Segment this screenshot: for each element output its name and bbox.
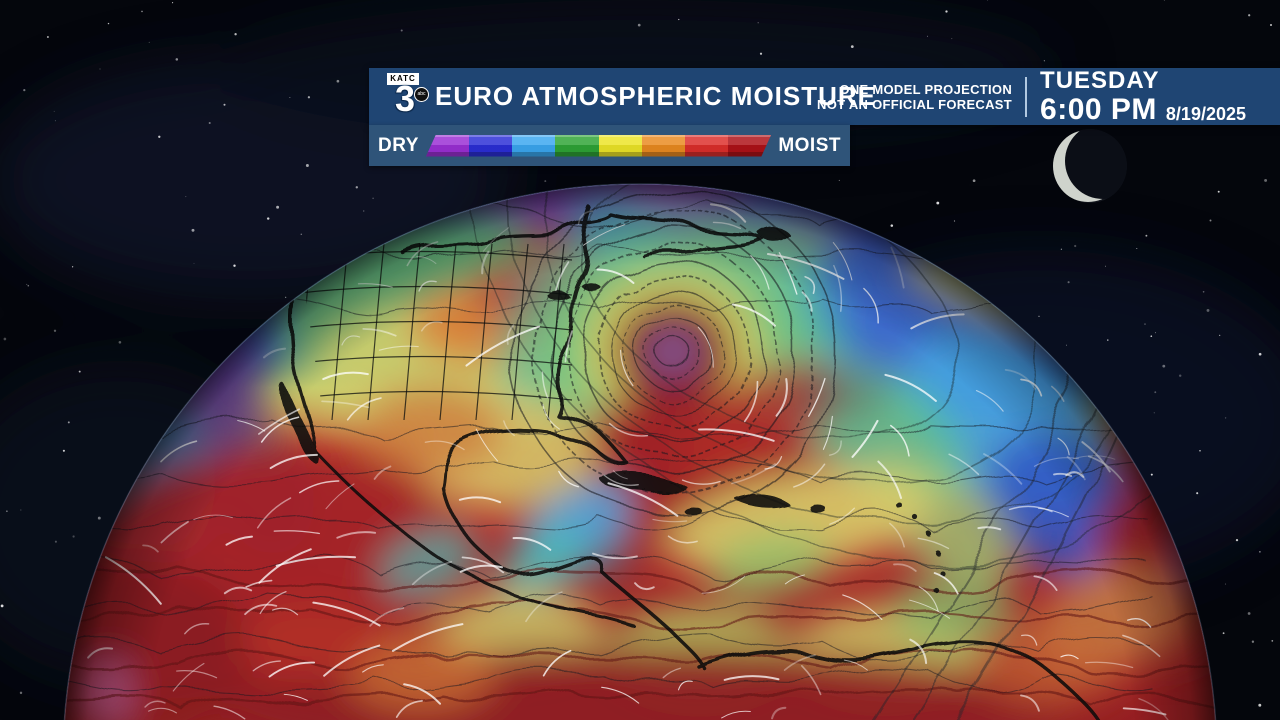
katc3-logo: KATC 3 abc bbox=[384, 73, 429, 120]
moisture-legend: DRY MOIST bbox=[369, 125, 850, 166]
header-bar: KATC 3 abc EURO ATMOSPHERIC MOISTURE ONE… bbox=[369, 68, 1280, 125]
globe-rim bbox=[63, 183, 1217, 720]
abc-network-badge: abc bbox=[414, 87, 429, 102]
model-disclaimer: ONE MODEL PROJECTION NOT AN OFFICIAL FOR… bbox=[817, 82, 1012, 112]
forecast-day: TUESDAY bbox=[1040, 66, 1160, 94]
disclaimer-line-2: NOT AN OFFICIAL FORECAST bbox=[817, 96, 1013, 112]
valid-time-block: TUESDAY 6:00 PM 8/19/2025 bbox=[1040, 66, 1246, 126]
legend-color-scale bbox=[426, 135, 771, 157]
legend-dry-label: DRY bbox=[378, 134, 419, 156]
legend-color-segment bbox=[426, 135, 469, 157]
disclaimer-line-1: ONE MODEL PROJECTION bbox=[839, 81, 1013, 97]
channel-3-number: 3 bbox=[394, 78, 416, 119]
legend-color-segment bbox=[555, 135, 598, 157]
legend-color-segment bbox=[728, 135, 771, 157]
legend-color-segment bbox=[512, 135, 555, 157]
legend-color-segment bbox=[469, 135, 512, 157]
header-right-cluster: ONE MODEL PROJECTION NOT AN OFFICIAL FOR… bbox=[817, 68, 1246, 125]
page-title: EURO ATMOSPHERIC MOISTURE bbox=[435, 81, 877, 111]
legend-color-segment bbox=[599, 135, 642, 157]
legend-moist-label: MOIST bbox=[778, 134, 841, 156]
katc-logo-text: KATC bbox=[387, 73, 419, 85]
forecast-time: 6:00 PM bbox=[1040, 92, 1157, 126]
forecast-date: 8/19/2025 bbox=[1165, 103, 1246, 124]
legend-color-segment bbox=[685, 135, 728, 157]
legend-color-segment bbox=[642, 135, 685, 157]
header-divider bbox=[1025, 76, 1028, 117]
